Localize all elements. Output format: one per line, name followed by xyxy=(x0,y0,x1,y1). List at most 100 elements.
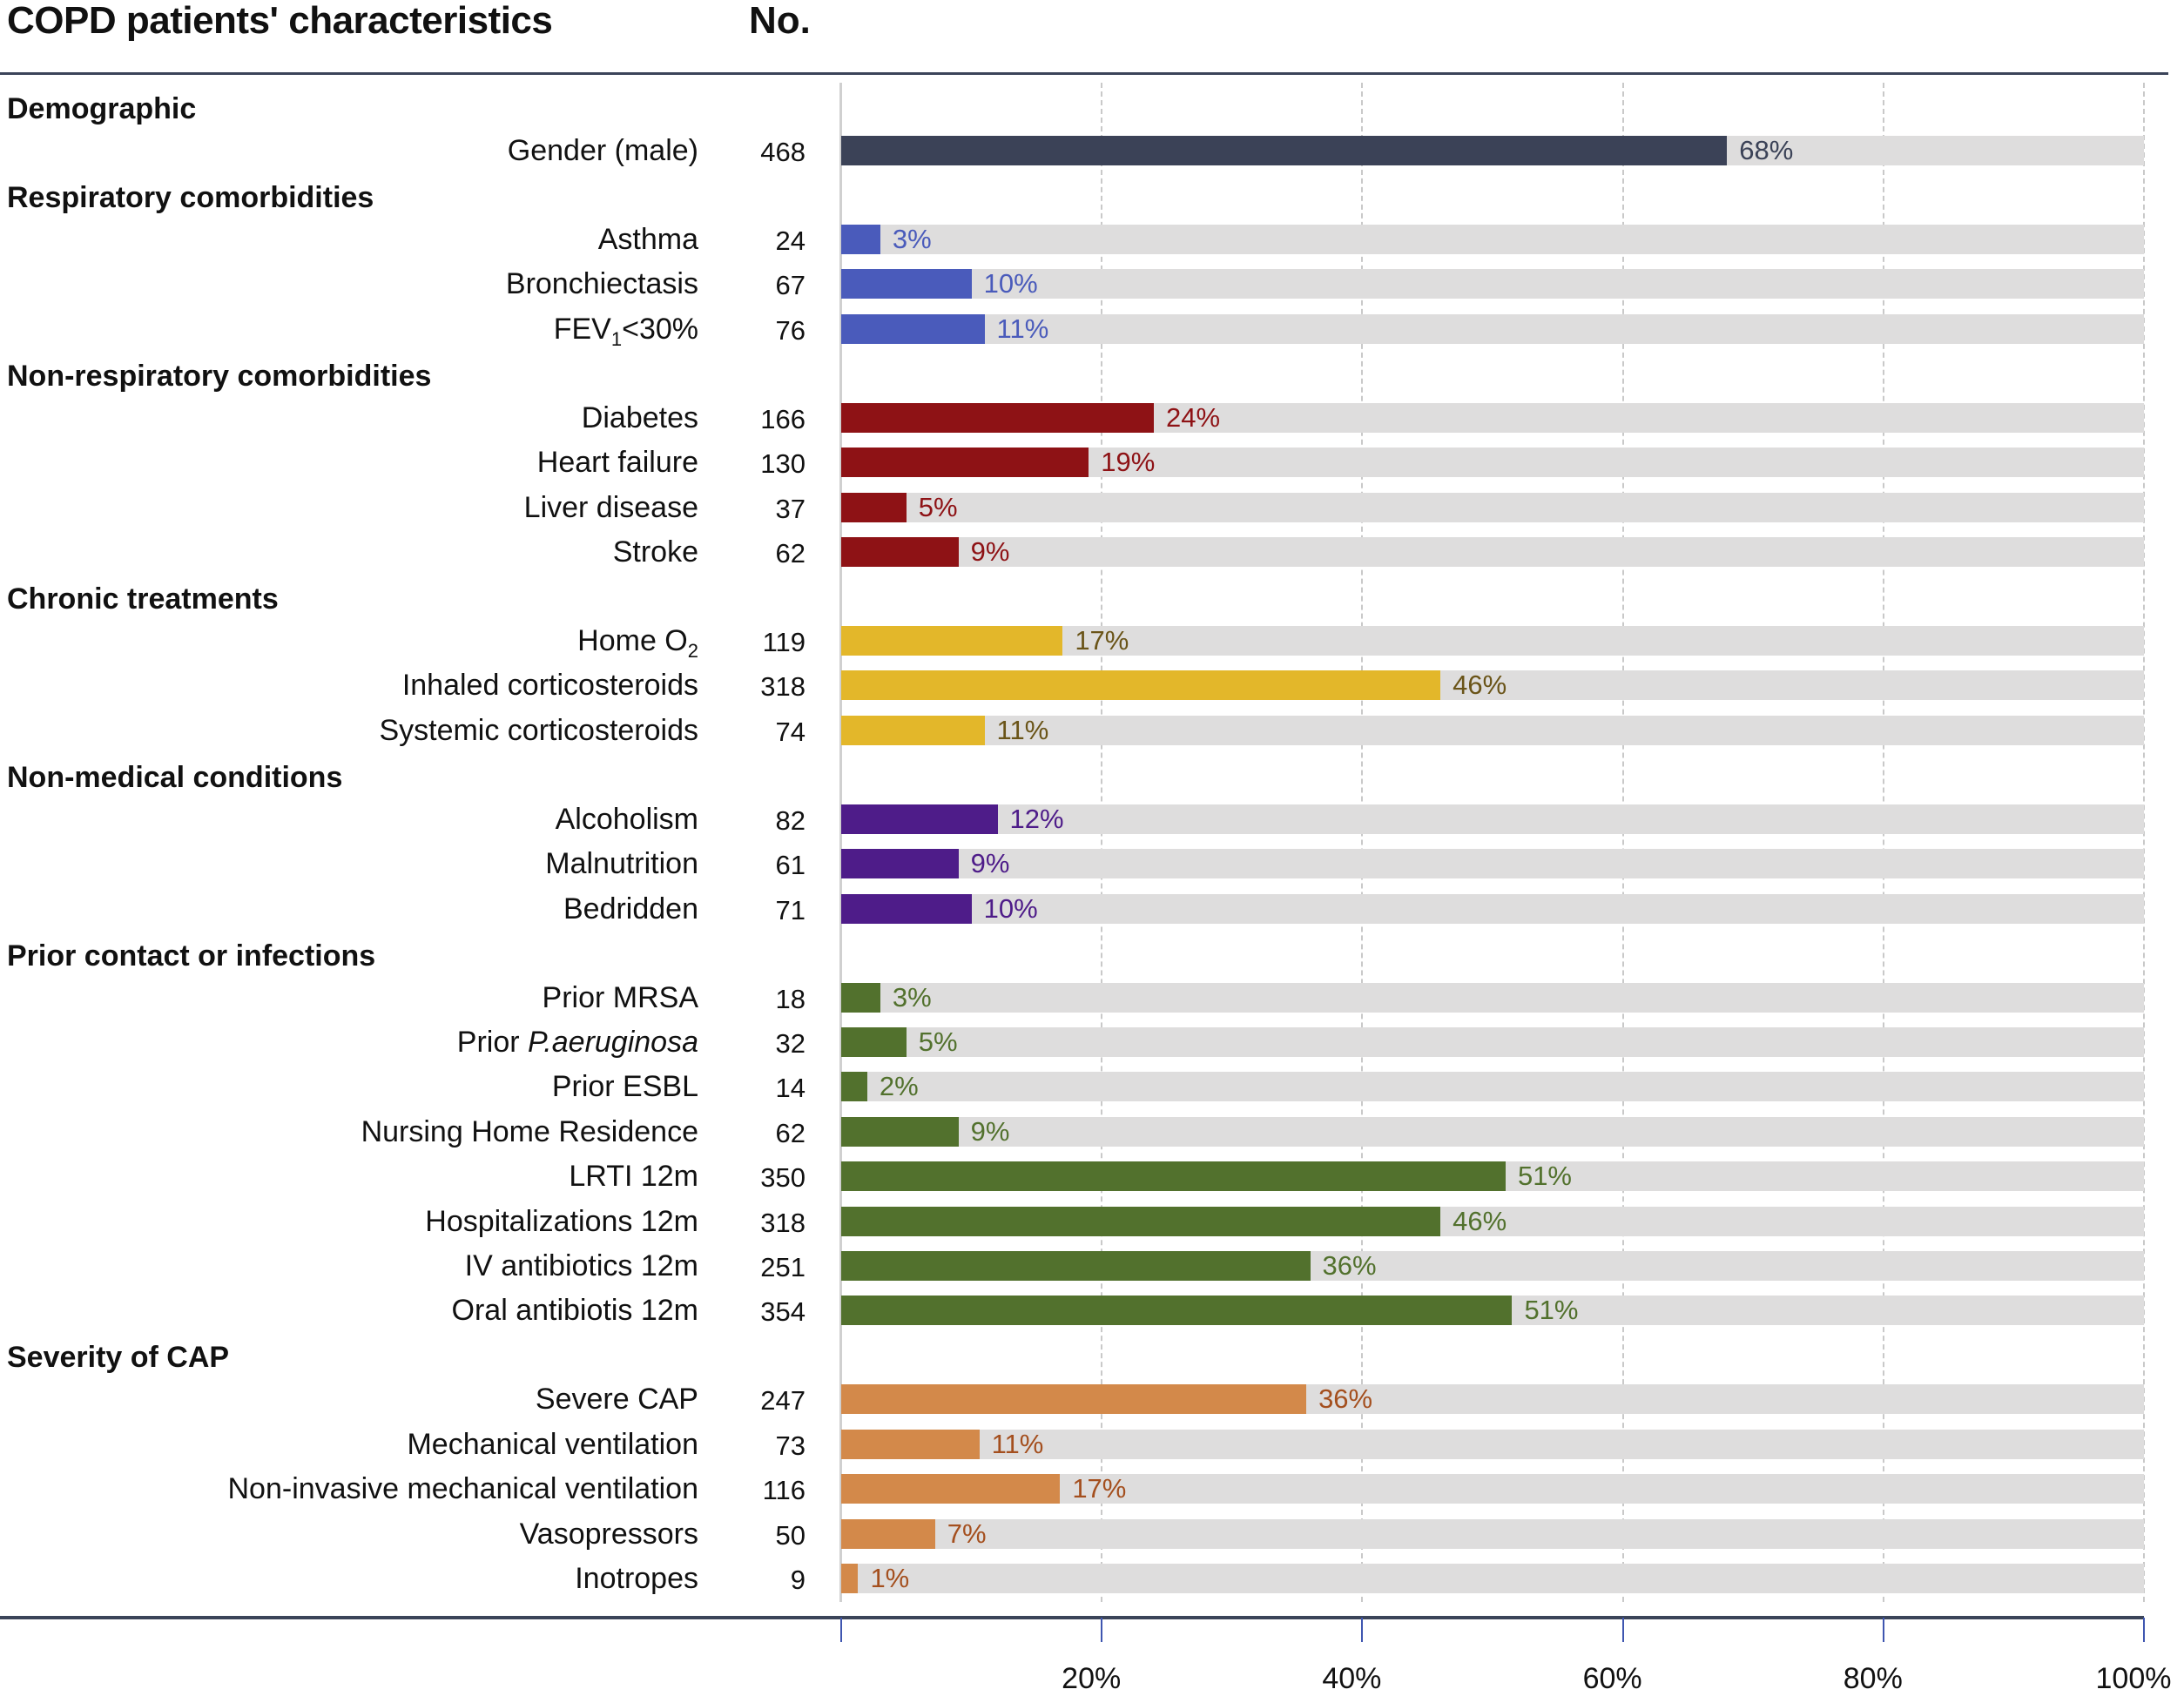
row-count: 251 xyxy=(760,1252,806,1282)
data-label: 46% xyxy=(1453,670,1507,701)
row-count: 119 xyxy=(762,627,806,657)
data-label: 17% xyxy=(1072,1473,1127,1504)
x-axis-line xyxy=(0,1616,2144,1619)
gridline xyxy=(1882,83,1884,1602)
bar-track: 5% xyxy=(841,1027,2144,1057)
bar-track: 46% xyxy=(841,1205,2144,1236)
row-label: Systemic corticosteroids xyxy=(379,713,698,747)
data-label: 19% xyxy=(1101,447,1156,478)
bar xyxy=(841,670,1441,701)
data-label: 36% xyxy=(1318,1383,1373,1415)
row-count: 71 xyxy=(775,894,806,925)
axis-baseline xyxy=(839,83,842,1602)
row-label: Stroke xyxy=(612,535,698,569)
top-rule xyxy=(0,72,2168,75)
gridline xyxy=(2143,83,2145,1602)
row-label: Prior MRSA xyxy=(542,980,698,1014)
section-heading-chronic-treatments: Chronic treatments xyxy=(7,582,279,616)
row-count: 50 xyxy=(775,1519,806,1551)
bar xyxy=(841,269,972,299)
row-label: Alcoholism xyxy=(555,802,698,836)
row-label: Liver disease xyxy=(523,490,698,524)
data-label: 5% xyxy=(918,491,958,522)
row-label: Prior P.aeruginosa xyxy=(456,1026,698,1059)
bar xyxy=(841,1429,980,1459)
x-tick-label: 60% xyxy=(1582,1662,1642,1695)
data-label: 46% xyxy=(1453,1205,1507,1236)
bar xyxy=(841,1161,1506,1192)
data-label: 11% xyxy=(996,313,1049,344)
data-label: 9% xyxy=(970,1115,1010,1147)
row-label: Gender (male) xyxy=(507,134,698,167)
bar-track: 1% xyxy=(841,1564,2144,1593)
bar-track: 3% xyxy=(841,225,2144,254)
data-label: 17% xyxy=(1075,625,1129,656)
bar xyxy=(841,804,998,834)
x-axis-tick xyxy=(1101,1618,1103,1642)
data-label: 51% xyxy=(1517,1161,1572,1192)
data-label: 24% xyxy=(1166,401,1221,433)
row-label: LRTI 12m xyxy=(569,1160,698,1194)
bar xyxy=(841,715,985,745)
x-axis-tick xyxy=(1621,1618,1624,1642)
bar xyxy=(841,537,959,567)
data-label: 3% xyxy=(892,981,932,1013)
bar-track: 36% xyxy=(841,1251,2144,1281)
row-label: IV antibiotics 12m xyxy=(464,1249,698,1282)
bar xyxy=(841,626,1063,656)
bar xyxy=(841,225,880,254)
count-column-header: No. xyxy=(749,0,811,42)
row-label: Inhaled corticosteroids xyxy=(401,669,698,703)
bar xyxy=(841,1384,1307,1415)
data-label: 12% xyxy=(1009,803,1064,834)
data-label: 1% xyxy=(870,1563,910,1593)
bar-track: 11% xyxy=(841,1429,2144,1459)
data-label: 2% xyxy=(879,1071,919,1102)
row-label: Malnutrition xyxy=(545,847,698,881)
row-count: 166 xyxy=(760,403,806,434)
bar-track: 51% xyxy=(841,1161,2144,1192)
bar-track: 9% xyxy=(841,849,2144,879)
chart-title: COPD patients' characteristics xyxy=(7,0,553,42)
x-tick-label: 40% xyxy=(1322,1662,1382,1695)
row-label: Prior ESBL xyxy=(551,1070,698,1104)
section-heading-demographic: Demographic xyxy=(7,92,197,125)
bar xyxy=(841,982,880,1013)
row-label: Inotropes xyxy=(575,1562,698,1595)
row-count: 61 xyxy=(775,850,806,881)
row-label: Mechanical ventilation xyxy=(407,1427,698,1461)
row-count: 354 xyxy=(760,1296,806,1328)
x-tick-label: 100% xyxy=(2095,1662,2172,1695)
bar-track: 2% xyxy=(841,1071,2144,1102)
data-label: 10% xyxy=(983,268,1038,299)
section-heading-respiratory: Respiratory comorbidities xyxy=(7,181,374,214)
x-tick-label: 20% xyxy=(1062,1662,1122,1695)
bar xyxy=(841,1027,907,1057)
bar-track: 36% xyxy=(841,1383,2144,1415)
row-count: 318 xyxy=(760,1207,806,1238)
row-label: Home O2 xyxy=(577,624,698,662)
section-heading-severity: Severity of CAP xyxy=(7,1341,230,1375)
data-label: 36% xyxy=(1322,1250,1377,1281)
row-label: FEV1<30% xyxy=(553,312,698,350)
bar xyxy=(841,448,1089,478)
row-count: 468 xyxy=(760,137,806,167)
bar xyxy=(841,1116,959,1147)
row-label: Bedridden xyxy=(563,892,698,925)
bar-track: 24% xyxy=(841,401,2144,433)
row-count: 116 xyxy=(762,1475,806,1506)
row-label: Vasopressors xyxy=(519,1517,698,1551)
gridline xyxy=(1361,83,1364,1602)
bar-track: 5% xyxy=(841,491,2144,522)
row-count: 247 xyxy=(760,1385,806,1417)
bar xyxy=(841,1072,867,1102)
section-heading-non-respiratory: Non-respiratory comorbidities xyxy=(7,359,432,393)
bar-track: 10% xyxy=(841,269,2144,299)
row-label: Diabetes xyxy=(581,400,698,434)
data-label: 11% xyxy=(996,714,1049,745)
row-count: 130 xyxy=(760,448,806,480)
bar xyxy=(841,893,972,924)
row-count: 9 xyxy=(790,1565,806,1595)
row-label: Heart failure xyxy=(536,446,698,480)
